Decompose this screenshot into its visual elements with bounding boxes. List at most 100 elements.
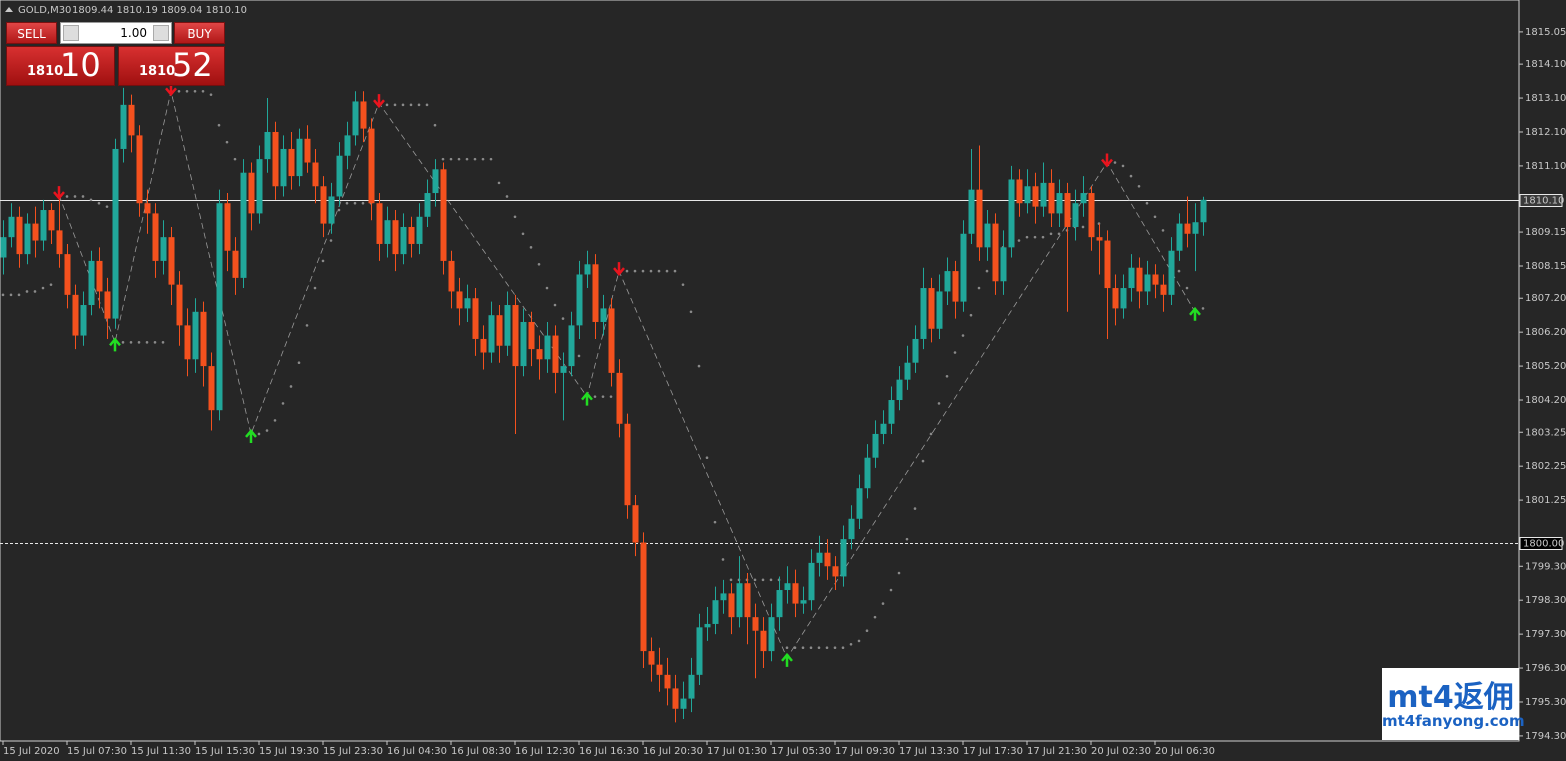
candle-body bbox=[776, 590, 783, 618]
sar-dot bbox=[161, 341, 165, 344]
candle-body bbox=[56, 230, 63, 255]
sar-dot bbox=[1177, 269, 1181, 273]
candle-body bbox=[400, 226, 407, 255]
candle-body bbox=[496, 315, 503, 346]
candle-body bbox=[552, 335, 559, 373]
plot-frame bbox=[0, 0, 1520, 742]
candle-body bbox=[1080, 193, 1087, 204]
candle-body bbox=[432, 169, 439, 194]
lot-down[interactable] bbox=[63, 25, 79, 41]
candle-body bbox=[904, 362, 911, 380]
lot-up[interactable] bbox=[153, 25, 169, 41]
candle-body bbox=[280, 148, 287, 187]
watermark: mt4返佣 mt4fanyong.com bbox=[1382, 668, 1525, 740]
sar-dot bbox=[929, 432, 933, 436]
ask-box[interactable]: 1810 52 bbox=[118, 46, 225, 86]
sar-dot bbox=[473, 157, 477, 161]
sar-dot bbox=[969, 313, 973, 317]
zigzag-line bbox=[58, 91, 1196, 659]
sar-dot bbox=[665, 269, 669, 273]
sar-dot bbox=[889, 588, 893, 592]
candle-body bbox=[768, 617, 775, 652]
buy-button[interactable]: BUY bbox=[174, 22, 225, 44]
sar-dot bbox=[193, 89, 197, 93]
candle-body bbox=[1056, 193, 1063, 214]
sar-dot bbox=[977, 286, 981, 290]
fractal-down-arrow bbox=[373, 94, 385, 109]
y-tick-label: 1803.25 bbox=[1525, 427, 1566, 438]
sar-dot bbox=[49, 283, 53, 286]
candle-body bbox=[368, 128, 375, 204]
candle-body bbox=[440, 169, 447, 261]
sar-dot bbox=[681, 283, 685, 286]
candle-body bbox=[88, 260, 95, 306]
candle-body bbox=[656, 664, 663, 675]
y-tick-label: 1794.30 bbox=[1525, 731, 1566, 742]
sell-button[interactable]: SELL bbox=[6, 22, 57, 44]
y-tick-label: 1812.10 bbox=[1525, 127, 1566, 138]
candle-body bbox=[240, 172, 247, 278]
y-tick-label: 1814.10 bbox=[1525, 59, 1566, 70]
sar-dot bbox=[1121, 164, 1125, 168]
sar-dot bbox=[1049, 232, 1053, 236]
y-tick-label: 1797.30 bbox=[1525, 629, 1566, 640]
x-tick-label: 16 Jul 20:30 bbox=[643, 746, 703, 757]
candle-body bbox=[208, 366, 215, 411]
candle-body bbox=[1064, 193, 1071, 227]
sar-dot bbox=[697, 364, 701, 368]
sar-dot bbox=[137, 341, 141, 344]
candle-body bbox=[544, 335, 551, 360]
candle-body bbox=[288, 148, 295, 177]
candle-body bbox=[968, 189, 975, 234]
sar-dot bbox=[497, 181, 501, 185]
candle-body bbox=[944, 271, 951, 292]
sar-dot bbox=[481, 157, 485, 161]
candle-body bbox=[688, 674, 695, 699]
candle-body bbox=[328, 196, 335, 224]
candle-body bbox=[576, 274, 583, 326]
sar-dot bbox=[1145, 201, 1149, 205]
sar-dot bbox=[273, 419, 277, 422]
sar-dot bbox=[449, 157, 453, 161]
candle-body bbox=[560, 366, 567, 373]
candle-body bbox=[632, 505, 639, 543]
candle-body bbox=[304, 138, 311, 163]
lot-input[interactable]: 1.00 bbox=[60, 22, 172, 44]
candle-body bbox=[696, 627, 703, 675]
y-tick-label: 1806.20 bbox=[1525, 327, 1566, 338]
candle-body bbox=[144, 203, 151, 214]
y-tick-label: 1811.10 bbox=[1525, 161, 1566, 172]
bid-box[interactable]: 1810 10 bbox=[6, 46, 115, 86]
candle-body bbox=[640, 542, 647, 652]
sar-dot bbox=[1081, 225, 1085, 229]
candle-body bbox=[104, 291, 111, 319]
sar-dot bbox=[961, 334, 965, 337]
sar-dot bbox=[593, 395, 597, 398]
candle-body bbox=[312, 162, 319, 187]
candle-body bbox=[64, 254, 71, 295]
fractal-up-arrow bbox=[109, 337, 121, 352]
candle-body bbox=[464, 298, 471, 309]
candle-body bbox=[592, 264, 599, 322]
candle-body bbox=[1152, 274, 1159, 285]
sar-dot bbox=[393, 103, 397, 107]
candle-body bbox=[936, 291, 943, 329]
candle-body bbox=[616, 372, 623, 424]
candle-body bbox=[808, 562, 815, 601]
sar-dot bbox=[1153, 215, 1157, 219]
candle-body bbox=[1000, 247, 1007, 282]
candle-body bbox=[376, 203, 383, 244]
y-tick-label: 1804.20 bbox=[1525, 395, 1566, 406]
candle-body bbox=[8, 216, 15, 238]
candle-body bbox=[344, 135, 351, 156]
candle-body bbox=[928, 288, 935, 329]
candle-body bbox=[1016, 179, 1023, 204]
x-tick-label: 15 Jul 11:30 bbox=[131, 746, 191, 757]
candle-body bbox=[712, 600, 719, 624]
candle-body bbox=[176, 284, 183, 326]
sar-dot bbox=[1113, 161, 1117, 164]
candle-body bbox=[848, 518, 855, 540]
sar-dot bbox=[897, 571, 901, 575]
candle-body bbox=[976, 189, 983, 248]
sar-dot bbox=[9, 293, 13, 297]
